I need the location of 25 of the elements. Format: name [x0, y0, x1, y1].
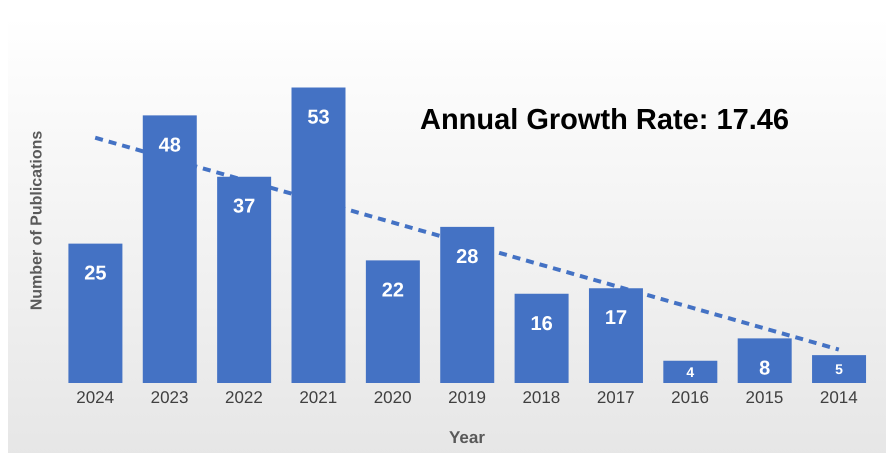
x-tick-label: 2023: [150, 388, 188, 408]
data-label: 5: [835, 361, 844, 378]
data-label: 16: [530, 312, 553, 335]
data-label: 8: [759, 357, 770, 380]
data-label: 28: [456, 246, 478, 268]
data-label: 37: [233, 196, 256, 218]
x-tick-label: 2015: [746, 388, 784, 408]
x-axis-title: Year: [449, 428, 486, 447]
y-axis-title: Number of Publications: [28, 130, 46, 310]
data-label: 25: [84, 262, 107, 285]
data-label: 53: [307, 106, 330, 129]
data-label: 22: [382, 279, 404, 302]
data-label: 48: [158, 134, 181, 156]
x-tick-label: 2021: [299, 388, 338, 408]
x-tick-label: 2019: [448, 388, 486, 408]
data-label: 4: [686, 364, 694, 380]
x-tick-label: 2024: [76, 388, 114, 408]
x-tick-label: 2016: [671, 388, 710, 408]
annotation: Annual Growth Rate: 17.46: [420, 104, 790, 137]
x-tick-label: 2014: [820, 388, 858, 408]
data-label: 17: [604, 307, 628, 330]
x-tick-label: 2018: [522, 388, 560, 408]
x-tick-label: 2017: [596, 388, 635, 408]
x-tick-label: 2020: [374, 388, 412, 408]
x-tick-label: 2022: [224, 388, 263, 408]
